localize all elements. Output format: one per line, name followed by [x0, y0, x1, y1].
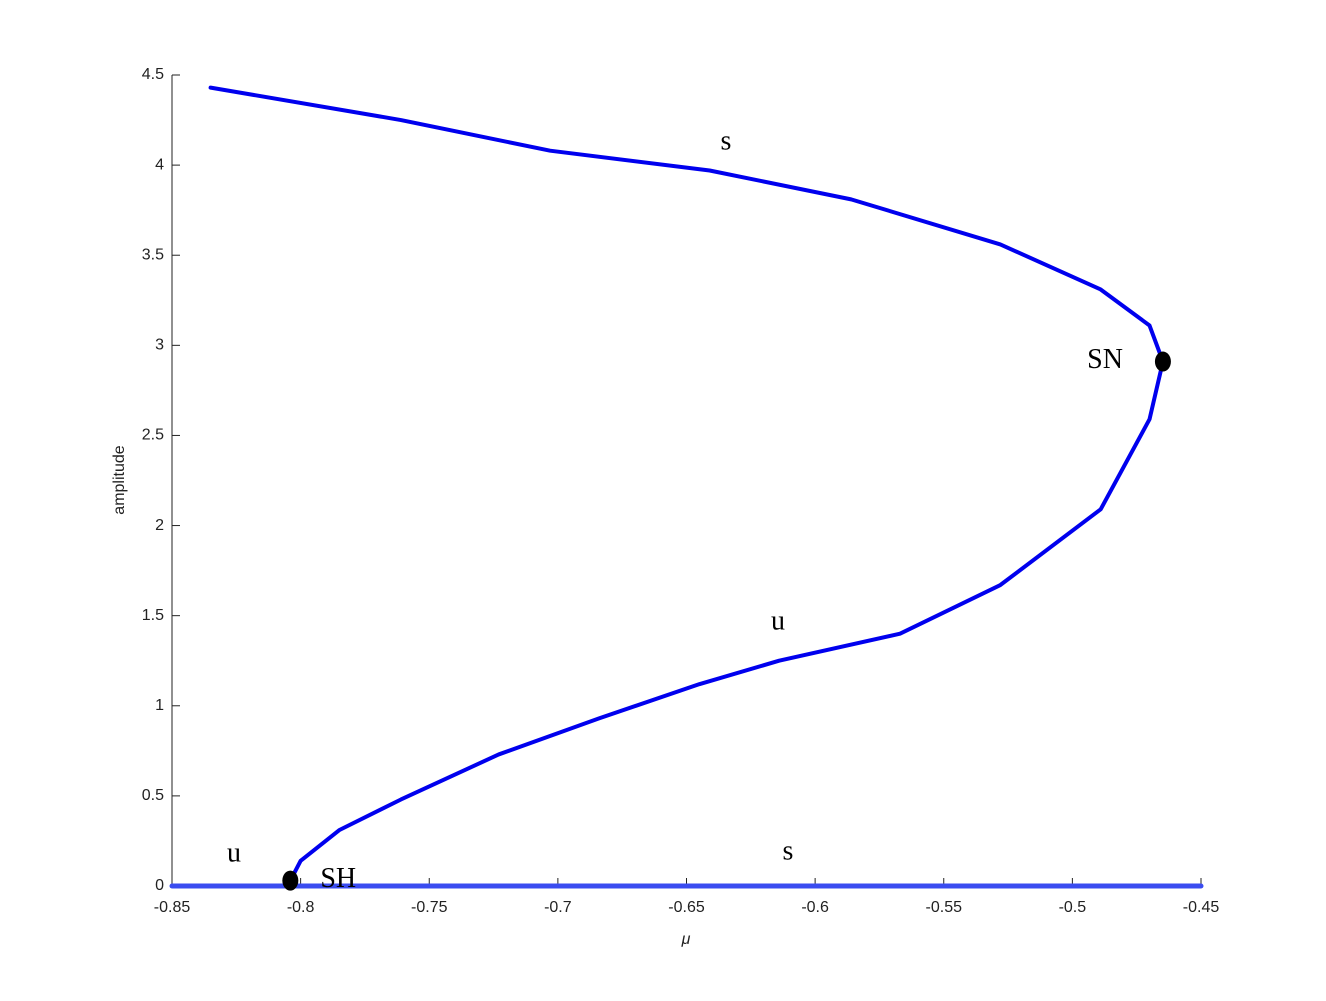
x-tick-label: -0.45 — [1183, 899, 1220, 916]
point-label: SN — [1087, 344, 1123, 375]
y-tick-label: 0 — [155, 877, 164, 894]
y-tick-label: 4.5 — [142, 66, 164, 83]
y-tick-label: 1 — [155, 697, 164, 714]
x-tick-label: -0.55 — [926, 899, 963, 916]
y-tick-label: 3 — [155, 337, 164, 354]
y-tick-label: 2 — [155, 517, 164, 534]
x-tick-label: -0.75 — [411, 899, 448, 916]
curve — [208, 85, 1165, 883]
point-label: SH — [320, 863, 356, 894]
x-tick-label: -0.85 — [154, 899, 191, 916]
stability-label: s — [783, 835, 794, 866]
stability-label: u — [227, 837, 241, 868]
stability-label: s — [721, 125, 732, 156]
x-tick-label: -0.5 — [1059, 899, 1087, 916]
stability-label: u — [771, 605, 785, 636]
y-tick-label: 4 — [155, 156, 164, 173]
y-axis-label: amplitude — [111, 445, 128, 514]
y-tick-label: 3.5 — [142, 246, 164, 263]
bifurcation-point — [1154, 351, 1171, 372]
y-tick-label: 0.5 — [142, 787, 164, 804]
y-tick-label: 1.5 — [142, 607, 164, 624]
x-tick-label: -0.8 — [287, 899, 315, 916]
x-axis-label: μ — [681, 931, 691, 948]
x-tick-label: -0.6 — [801, 899, 829, 916]
x-tick-label: -0.65 — [668, 899, 705, 916]
bifurcation-point — [282, 870, 299, 891]
x-tick-label: -0.7 — [544, 899, 572, 916]
y-tick-label: 2.5 — [142, 427, 164, 444]
